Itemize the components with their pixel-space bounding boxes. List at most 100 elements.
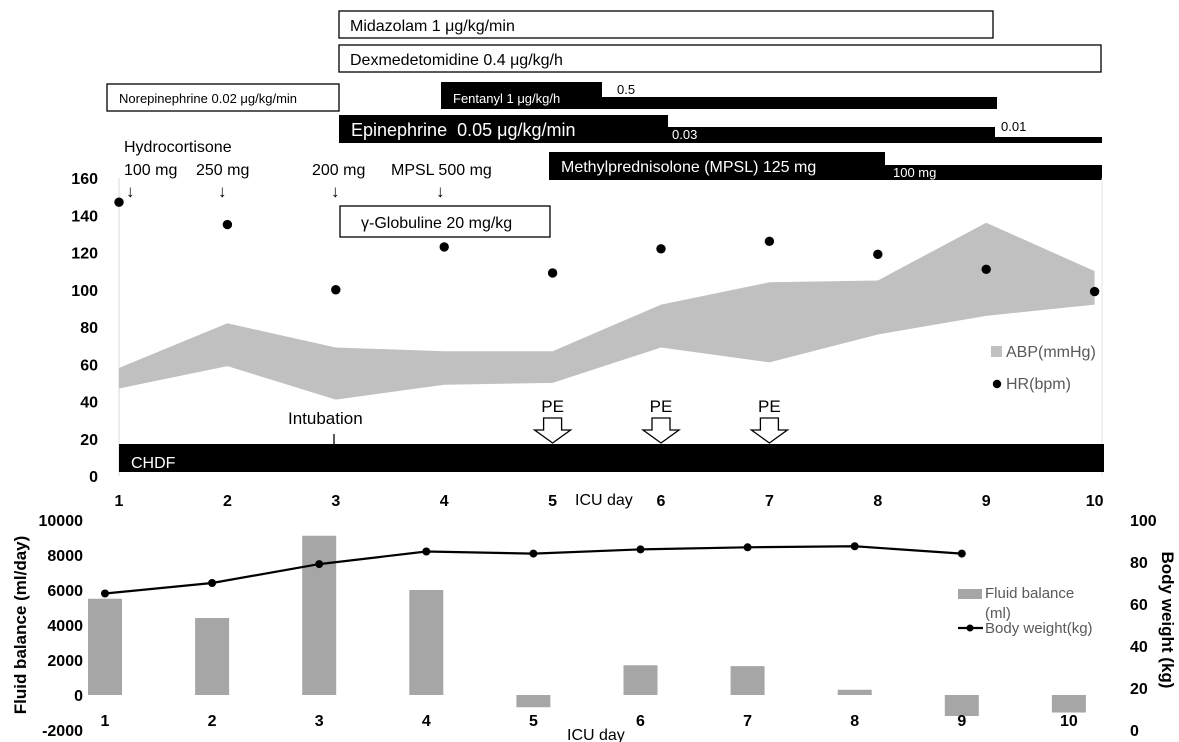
down-arrow-icon: ↓ (126, 182, 135, 201)
body-weight-point (529, 549, 538, 558)
x-tick-label: 6 (657, 493, 666, 510)
hr-point (331, 285, 341, 295)
midazolam-label: Midazolam 1 μg/kg/min (350, 18, 515, 35)
body-weight-point (101, 589, 109, 598)
dexmedetomidine-bar (338, 44, 1102, 73)
hr-point (114, 197, 124, 207)
pe-label: PE (758, 397, 781, 416)
chdf-bar (119, 444, 1104, 472)
y-tick-label: 10000 (39, 513, 84, 530)
globuline-box (339, 205, 551, 238)
hr-point (439, 242, 449, 252)
body-weight-point (850, 542, 859, 551)
epinephrine-bar-reduced (668, 127, 995, 143)
fluid-balance-bar (730, 666, 765, 695)
pe-arrow-icon (640, 417, 682, 444)
fluid-balance-bar (302, 535, 337, 695)
fentanyl-bar-reduced (602, 97, 997, 109)
epinephrine-next-label: 0.03 (672, 127, 697, 142)
fentanyl-next-label: 0.5 (617, 82, 635, 97)
hr-point (764, 236, 775, 247)
legend-hr-marker (992, 379, 1002, 389)
mpsl-bar-reduced (885, 165, 1102, 180)
pe-label: PE (650, 397, 673, 416)
hydrocortisone-100-label: 100 mg (124, 162, 177, 179)
legend-abp-swatch (991, 346, 1002, 357)
hr-point (222, 219, 233, 230)
pe-arrow-icon (532, 417, 573, 444)
y-tick-label: 80 (80, 320, 98, 337)
y-tick-label: 60 (80, 357, 98, 374)
y2-tick-label: 100 (1130, 513, 1157, 530)
fentanyl-label: Fentanyl 1 μg/kg/h (453, 91, 560, 106)
x-tick-label: 7 (765, 493, 774, 510)
fentanyl-bar (441, 82, 602, 109)
down-arrow-icon: ↓ (331, 182, 340, 201)
y2-tick-label: 60 (1130, 597, 1148, 614)
legend-abp-label: ABP(mmHg) (1006, 344, 1096, 361)
x-tick-label: 5 (529, 713, 538, 730)
fluid-balance-bar (516, 695, 551, 708)
y-tick-label: 0 (74, 688, 83, 705)
fluid-balance-bar (409, 590, 444, 695)
y-tick-label: 2000 (47, 653, 83, 670)
down-arrow-icon: ↓ (218, 182, 227, 201)
y-tick-label: 20 (80, 432, 98, 449)
body-weight-point (208, 579, 217, 587)
epinephrine-bar-last (995, 137, 1102, 143)
y-tick-label: 100 (71, 283, 98, 300)
drug-timeline: Midazolam 1 μg/kg/min Dexmedetomidine 0.… (106, 10, 1102, 238)
hr-point (1089, 286, 1100, 297)
y-tick-label: 40 (80, 395, 98, 412)
epinephrine-bar (339, 115, 668, 143)
norepinephrine-bar (106, 83, 340, 112)
globuline-label: γ-Globuline 20 mg/kg (361, 215, 512, 232)
x-tick-label: 3 (331, 493, 340, 510)
x-tick-label: 5 (548, 493, 557, 510)
x-tick-label: 4 (422, 713, 431, 730)
event-annotations: Hydrocortisone 100 mg 250 mg 200 mg MPSL… (124, 139, 492, 201)
hydrocortisone-200-label: 200 mg (312, 162, 365, 179)
fluid-balance-bar (195, 618, 230, 695)
y-tick-label: 6000 (47, 583, 83, 600)
legend-weight-marker (966, 624, 974, 632)
x-tick-label: 10 (1060, 713, 1078, 730)
body-weight-point (743, 543, 752, 552)
x-tick-label: 9 (957, 713, 966, 730)
y2-tick-label: 20 (1130, 681, 1148, 698)
legend-fluid-swatch (958, 589, 982, 599)
dexmedetomidine-label: Dexmedetomidine 0.4 μg/kg/h (350, 52, 563, 69)
pe-arrow-icon (749, 417, 790, 444)
legend-weight-label: Body weight(kg) (985, 620, 1093, 637)
hr-point (873, 249, 883, 260)
x-tick-label: 3 (315, 713, 324, 730)
fluid-balance-bar (837, 689, 872, 695)
down-arrow-icon: ↓ (436, 182, 445, 201)
norepinephrine-label: Norepinephrine 0.02 μg/kg/min (119, 91, 297, 106)
hr-point (981, 264, 991, 274)
fluid-balance-bar (623, 665, 658, 695)
midazolam-bar (338, 10, 994, 39)
fluid-balance-bar (944, 695, 979, 716)
y2-tick-label: 80 (1130, 555, 1148, 572)
x-tick-label: 8 (850, 713, 859, 730)
body-weight-point (957, 549, 966, 558)
body-weight-point (422, 547, 431, 556)
intubation-label: Intubation (288, 409, 363, 428)
pe-label: PE (541, 397, 564, 416)
legend-fluid-label: Fluid balance (ml) (985, 585, 1074, 622)
body-weight-point (636, 545, 645, 554)
hydrocortisone-250-label: 250 mg (196, 162, 249, 179)
epinephrine-label: Epinephrine 0.05 μg/kg/min (351, 120, 576, 140)
x-tick-label: 6 (636, 713, 645, 730)
y2-axis-title: Body weight (kg) (1158, 552, 1177, 689)
body-weight-point (315, 560, 324, 569)
y2-tick-label: 0 (1130, 723, 1139, 740)
mpsl-label: Methylprednisolone (MPSL) 125 mg (561, 159, 816, 176)
fluid-balance-bar (88, 598, 122, 695)
abp-band (119, 222, 1095, 400)
x-tick-label: 10 (1086, 493, 1104, 510)
mpsl-500-label: MPSL 500 mg (391, 162, 492, 179)
y-axis-title: Fluid balance (ml/day) (11, 536, 30, 715)
